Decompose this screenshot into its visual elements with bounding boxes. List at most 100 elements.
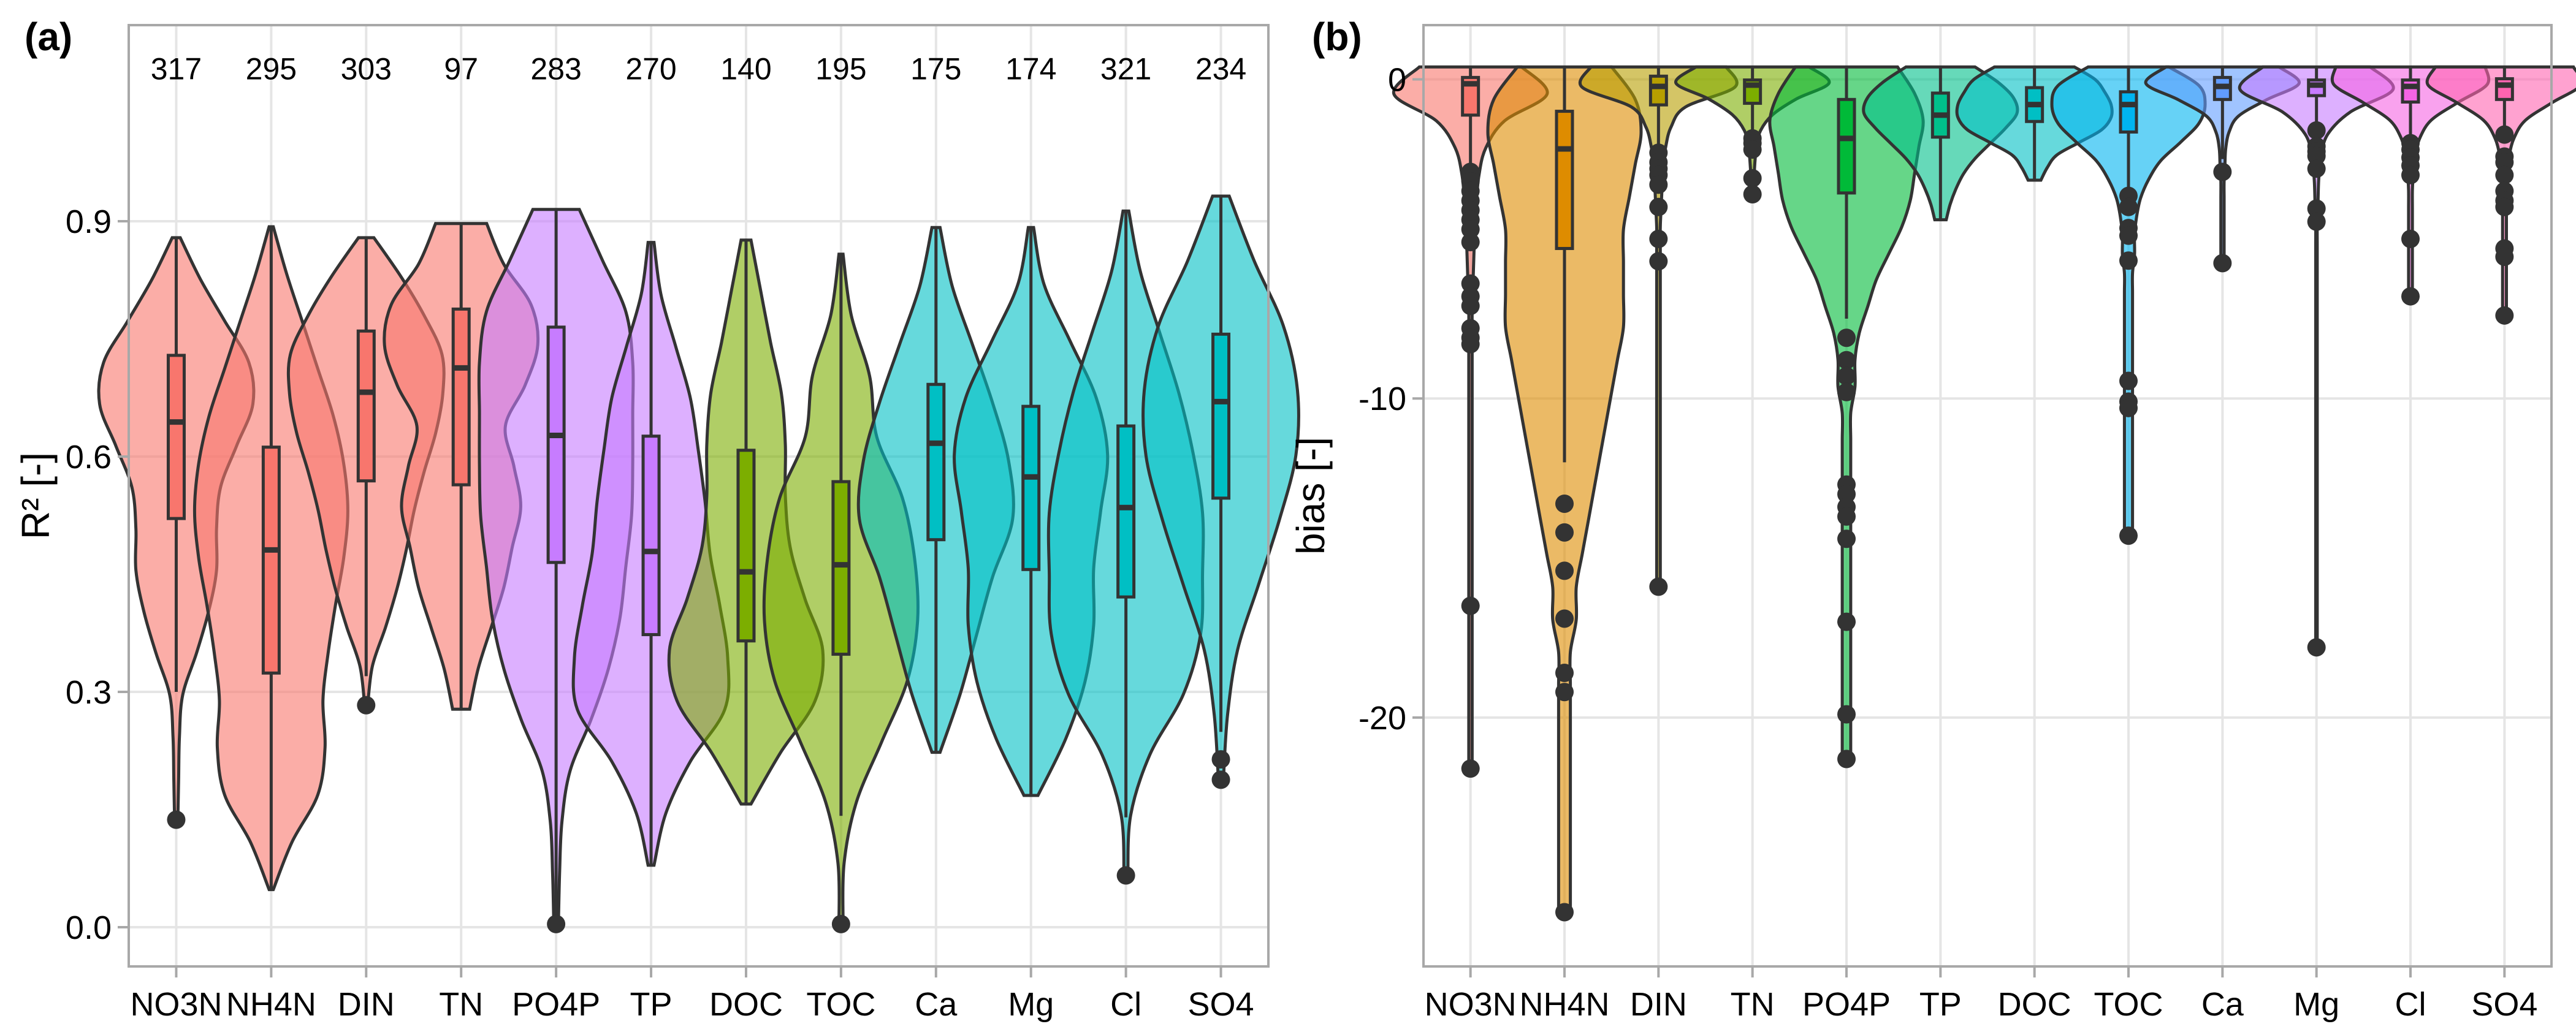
outlier-point — [2495, 197, 2514, 216]
x-tick-label-toc: TOC — [806, 986, 875, 1023]
outlier-point — [1461, 596, 1480, 615]
x-tick-label-nh4n: NH4N — [226, 986, 316, 1023]
x-tick-label-cl: Cl — [1110, 986, 1141, 1023]
panel-b-x-axis: NO3N NH4N DIN TN PO4P TP DOC TOC Ca Mg Cl SO4 — [1425, 966, 2537, 1023]
iqr-box — [1648, 74, 1668, 107]
outlier-point — [1743, 140, 1762, 159]
count-label-cl: 321 — [1100, 51, 1151, 86]
count-label-nh4n: 295 — [246, 51, 297, 86]
outlier-point — [2119, 251, 2138, 270]
violin-nh4n — [1486, 65, 1643, 922]
outlier-point — [1461, 233, 1480, 252]
outlier-point — [2401, 165, 2420, 184]
outlier-point — [1837, 749, 1856, 768]
panel-a-y-axis-title: R² [-] — [13, 452, 58, 539]
outlier-point — [2401, 287, 2420, 306]
iqr-box — [641, 434, 661, 637]
x-tick-label-ca: Ca — [915, 986, 958, 1023]
outlier-point — [1461, 274, 1480, 293]
iqr-box — [1021, 404, 1041, 571]
outlier-point — [2495, 248, 2514, 267]
outlier-point — [1837, 485, 1856, 504]
outlier-point — [1555, 561, 1574, 580]
panel-a-frame — [128, 24, 1270, 968]
x-tick-label-po4p: PO4P — [512, 986, 600, 1023]
outlier-point — [2119, 226, 2138, 245]
outlier-point — [1649, 175, 1668, 194]
iqr-box — [1211, 332, 1231, 500]
outlier-point — [1116, 866, 1135, 885]
outlier-point — [1555, 683, 1574, 702]
count-label-tn: 97 — [444, 51, 478, 86]
outlier-point — [1837, 705, 1856, 724]
iqr-box — [736, 449, 756, 643]
outlier-point — [2307, 212, 2326, 231]
panel-a-violins — [97, 194, 1300, 933]
iqr-box — [831, 480, 851, 656]
y-tick-label: 0.0 — [66, 909, 112, 946]
iqr-box — [451, 307, 471, 487]
outlier-point — [1649, 577, 1668, 596]
outlier-point — [2307, 199, 2326, 218]
iqr-box — [2494, 77, 2514, 101]
outlier-point — [2495, 153, 2514, 172]
outlier-point — [1649, 197, 1668, 216]
x-tick-label-mg: Mg — [1008, 986, 1054, 1023]
outlier-point — [167, 810, 186, 829]
x-tick-label-cl: Cl — [2395, 986, 2426, 1023]
outlier-point — [1837, 351, 1856, 370]
outlier-point — [1461, 297, 1480, 316]
violin-body — [1486, 65, 1643, 914]
outlier-point — [831, 914, 850, 933]
outlier-point — [1555, 523, 1574, 542]
iqr-box — [1116, 424, 1136, 599]
iqr-box — [546, 325, 566, 564]
violin-mg — [2238, 65, 2395, 657]
outlier-point — [1555, 609, 1574, 628]
iqr-box — [166, 354, 186, 520]
outlier-point — [1837, 529, 1856, 548]
x-tick-label-mg: Mg — [2293, 986, 2339, 1023]
x-tick-label-po4p: PO4P — [1802, 986, 1891, 1023]
outlier-point — [1743, 184, 1762, 203]
outlier-point — [1461, 759, 1480, 778]
panel-a-y-axis: 0.0 0.3 0.6 0.9 — [66, 203, 129, 946]
violin-ca — [2144, 65, 2301, 273]
x-tick-label-no3n: NO3N — [1425, 986, 1517, 1023]
iqr-box — [1837, 97, 1856, 195]
outlier-point — [2495, 306, 2514, 325]
outlier-point — [1837, 612, 1856, 631]
outlier-point — [2119, 197, 2138, 216]
violin-din — [1579, 65, 1739, 596]
iqr-box — [261, 446, 281, 675]
outlier-point — [1649, 229, 1668, 248]
x-tick-label-din: DIN — [338, 986, 395, 1023]
panel-a-counts: 317 295 303 97 283 270 140 195 175 174 321 234 — [151, 51, 1247, 86]
panel-b-y-axis-title: bias [-] — [1289, 437, 1333, 555]
outlier-point — [2213, 254, 2232, 273]
outlier-point — [357, 696, 376, 715]
panel-a-r2: (a) 317 295 303 97 283 270 140 195 175 174 321 234 … — [13, 15, 1300, 1023]
outlier-point — [1555, 903, 1574, 922]
x-tick-label-tp: TP — [630, 986, 673, 1023]
outlier-point — [1211, 770, 1230, 789]
panel-b-frame — [1422, 24, 2553, 968]
iqr-box — [2119, 90, 2138, 134]
y-tick-label: -10 — [1358, 381, 1406, 417]
x-tick-label-so4: SO4 — [2471, 986, 2537, 1023]
outlier-point — [1837, 366, 1856, 385]
outlier-point — [2307, 146, 2326, 165]
count-label-po4p: 283 — [530, 51, 581, 86]
x-tick-label-din: DIN — [1630, 986, 1687, 1023]
panel-b-violins — [1392, 65, 2576, 922]
violin-body — [2238, 65, 2395, 649]
outlier-point — [1837, 328, 1856, 347]
violin-cl — [2330, 65, 2491, 306]
y-tick-label: 0.9 — [66, 203, 112, 240]
panel-a-label: (a) — [25, 15, 72, 59]
outlier-point — [2495, 165, 2514, 184]
x-tick-label-ca: Ca — [2201, 986, 2244, 1023]
outlier-point — [2401, 229, 2420, 248]
outlier-point — [1649, 252, 1668, 271]
x-tick-label-nh4n: NH4N — [1519, 986, 1609, 1023]
